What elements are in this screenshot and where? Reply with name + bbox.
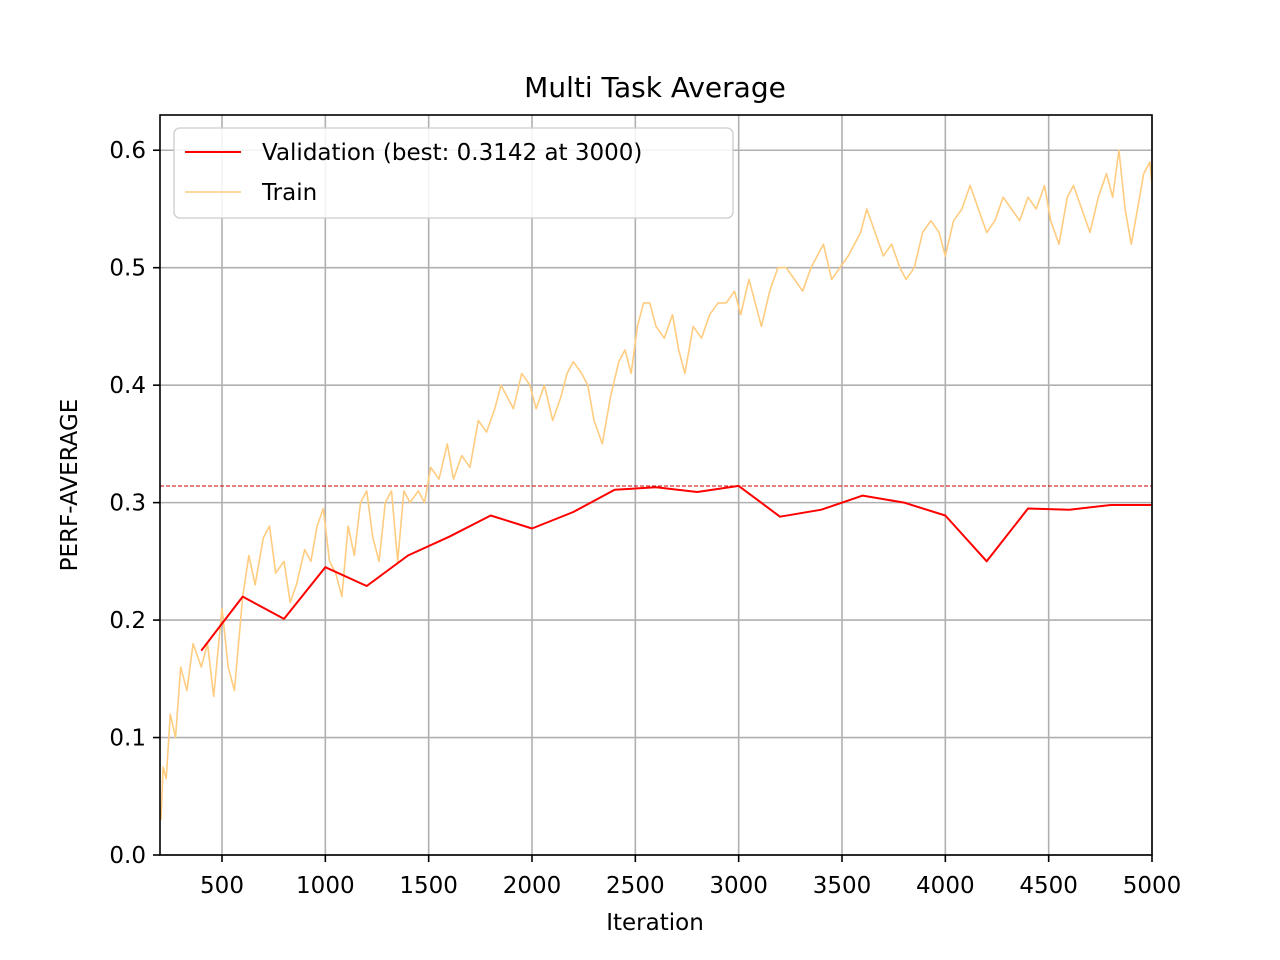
x-tick-label: 500 (200, 873, 244, 899)
series-line-validation (200, 484, 1152, 652)
x-tick-label: 3500 (813, 873, 872, 899)
y-tick-label: 0.3 (109, 491, 146, 517)
y-tick-label: 0.0 (109, 843, 146, 869)
x-tick-label: 5000 (1123, 873, 1182, 899)
series-line-train (160, 149, 1153, 820)
series-lines (160, 149, 1153, 820)
y-tick-label: 0.4 (109, 373, 146, 399)
x-axis-label: Iteration (606, 910, 704, 936)
x-axis-ticks: 500 1000 1500 2000 2500 3000 3500 4000 4500 5000 (200, 855, 1181, 899)
legend-label-train: Train (261, 180, 317, 206)
legend-box (173, 127, 734, 219)
x-tick-label: 4000 (916, 873, 975, 899)
y-tick-label: 0.2 (109, 608, 146, 634)
x-tick-label: 2500 (606, 873, 665, 899)
y-axis-label: PERF-AVERAGE (57, 399, 83, 572)
y-axis-ticks: 0.0 0.1 0.2 0.3 0.4 0.5 0.6 (109, 138, 160, 869)
x-tick-label: 4500 (1019, 873, 1078, 899)
plot-area-frame (159, 114, 1153, 856)
chart-title: Multi Task Average (524, 71, 786, 104)
y-tick-label: 0.1 (109, 726, 146, 752)
y-tick-label: 0.6 (109, 138, 146, 164)
legend: Validation (best: 0.3142 at 3000) Train (173, 127, 734, 219)
x-tick-label: 1500 (399, 873, 458, 899)
x-tick-label: 1000 (296, 873, 355, 899)
x-tick-label: 3000 (709, 873, 768, 899)
grid (160, 115, 1153, 856)
y-tick-label: 0.5 (109, 256, 146, 282)
legend-label-validation: Validation (best: 0.3142 at 3000) (262, 140, 642, 166)
x-tick-label: 2000 (503, 873, 562, 899)
